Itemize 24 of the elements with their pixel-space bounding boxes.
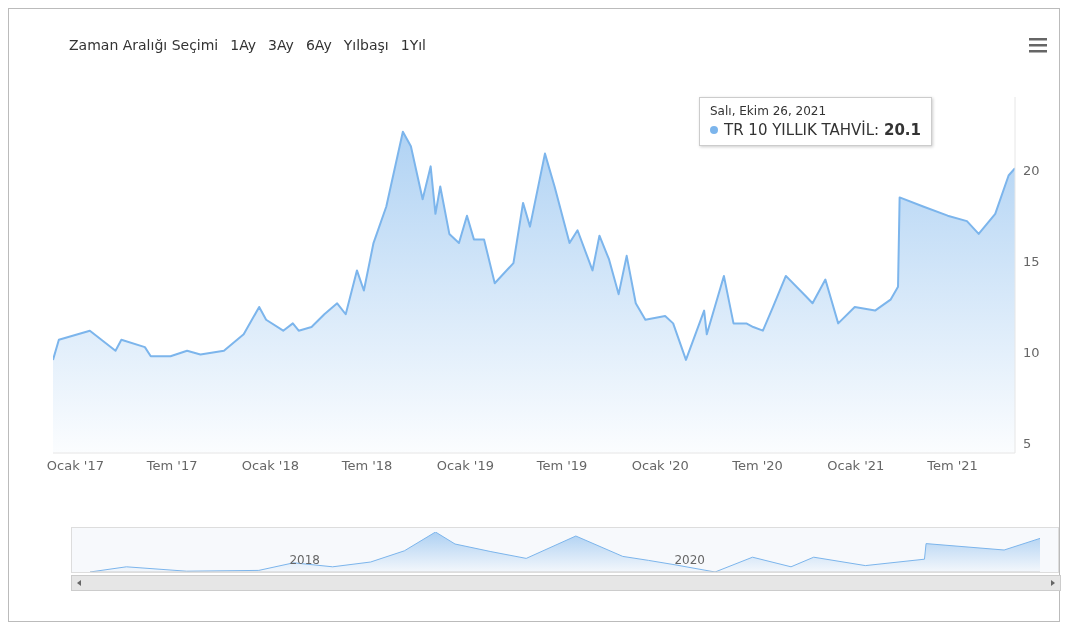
text: 6Ay xyxy=(305,37,332,53)
y-tick-label: 15 xyxy=(1023,253,1040,269)
x-tick-label: Tem '21 xyxy=(926,458,978,474)
y-tick-label: 10 xyxy=(1023,345,1040,361)
y-tick-label: 20 xyxy=(1023,162,1040,178)
x-tick-label: Tem '19 xyxy=(535,458,588,474)
x-tick-label: Ocak '20 xyxy=(631,458,689,474)
x-tick-label: Ocak '17 xyxy=(46,458,104,474)
x-tick-label: Tem '18 xyxy=(340,458,393,474)
x-tick-label: Ocak '21 xyxy=(827,458,885,474)
text: 3Ay xyxy=(268,37,294,53)
y-tick-label: 5 xyxy=(1023,436,1032,452)
text: 1Yıl xyxy=(400,37,426,53)
x-tick-label: 2018 xyxy=(289,553,320,567)
text: 1Ay xyxy=(230,37,257,53)
text: Yılbaşı xyxy=(343,37,389,53)
annotation: TR 10 YILLIK TAHVİL: 20.1 xyxy=(724,121,921,139)
x-tick-label: Ocak '19 xyxy=(436,458,494,474)
x-tick-label: 2020 xyxy=(674,553,706,567)
annotation: Salı, Ekim 26, 2021 xyxy=(710,104,827,118)
x-tick-label: Tem '20 xyxy=(731,458,783,474)
x-tick-label: Tem '17 xyxy=(145,458,198,474)
x-tick-label: Ocak '18 xyxy=(241,458,299,474)
text: Zaman Aralığı Seçimi xyxy=(69,37,219,53)
